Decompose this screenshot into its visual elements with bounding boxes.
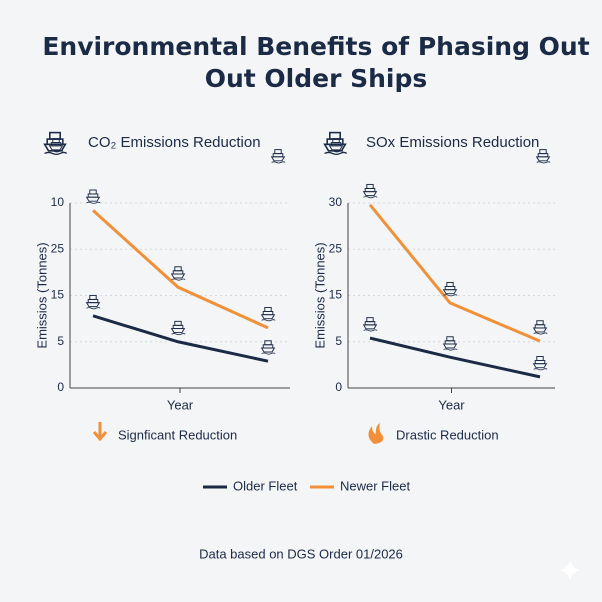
ship-icon bbox=[443, 336, 458, 351]
sparkle bbox=[560, 560, 580, 580]
y-axis-label: Emissios (Tonnes) bbox=[34, 242, 49, 348]
annotation: Drastic Reduction bbox=[396, 427, 499, 442]
series-line bbox=[369, 336, 541, 379]
ship-icon bbox=[261, 340, 276, 355]
ship-icon bbox=[443, 282, 458, 297]
ship-icon bbox=[171, 266, 186, 281]
x-axis-label: Year bbox=[438, 397, 465, 412]
title-line: Out Older Ships bbox=[205, 64, 428, 93]
arrow-icon bbox=[92, 422, 108, 442]
legend: Older Fleet Newer Fleet bbox=[203, 478, 410, 493]
y-tick-label: 30 bbox=[329, 195, 343, 209]
y-tick-label: 0 bbox=[335, 380, 342, 394]
legend-label: Newer Fleet bbox=[340, 478, 410, 493]
ship-icon bbox=[86, 294, 101, 310]
ship-icon bbox=[533, 356, 548, 371]
ship-icon bbox=[271, 149, 286, 164]
y-tick-label: 25 bbox=[329, 241, 343, 255]
ship-icon bbox=[363, 183, 378, 199]
y-axis-label: Emissios (Tonnes) bbox=[312, 242, 327, 348]
title-line: Environmental Benefits of Phasing Out bbox=[42, 32, 589, 61]
y-tick-label: 0 bbox=[57, 380, 64, 394]
series-line bbox=[92, 314, 269, 363]
flame-icon bbox=[368, 423, 384, 444]
series-line bbox=[91, 209, 269, 330]
legend-label: Older Fleet bbox=[233, 478, 298, 493]
y-tick-label: 10 bbox=[51, 195, 65, 209]
ship-icon bbox=[86, 189, 101, 204]
source-note: Data based on DGS Order 01/2026 bbox=[199, 546, 403, 561]
ship-icon bbox=[536, 149, 551, 164]
ship-icon bbox=[171, 320, 186, 336]
annotation: Signficant Reduction bbox=[118, 427, 237, 442]
ship-icon bbox=[533, 320, 548, 335]
y-tick-label: 5 bbox=[335, 334, 342, 348]
subtitle: CO₂ Emissions Reduction bbox=[88, 134, 261, 151]
subtitle: SOx Emissions Reduction bbox=[366, 134, 539, 151]
ship-icon bbox=[261, 306, 276, 322]
y-tick-label: 15 bbox=[329, 288, 343, 302]
x-axis-label: Year bbox=[167, 397, 194, 412]
y-tick-label: 5 bbox=[57, 334, 64, 348]
y-tick-label: 15 bbox=[51, 288, 65, 302]
y-tick-label: 25 bbox=[51, 241, 65, 255]
ship-icon bbox=[363, 317, 378, 332]
series-line bbox=[368, 203, 541, 343]
